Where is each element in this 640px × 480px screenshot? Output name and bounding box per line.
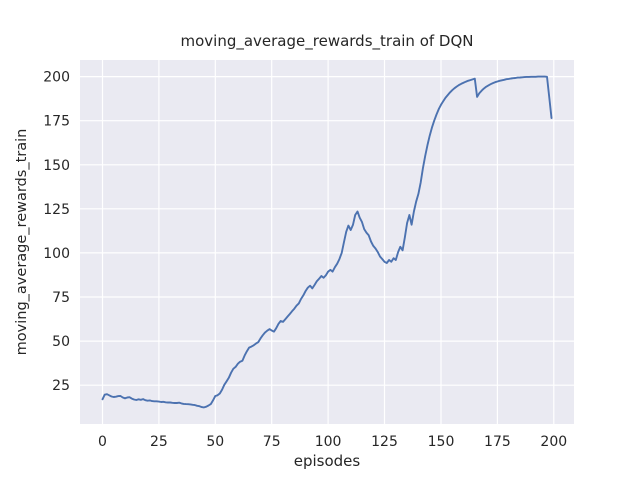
y-tick-label: 75: [52, 290, 70, 306]
y-tick-label: 175: [43, 114, 70, 130]
y-tick-label: 25: [52, 378, 70, 394]
y-tick-label: 100: [43, 246, 70, 262]
y-gridlines: [80, 75, 574, 386]
x-tick-labels: 0 25 50 75 100 125 150 175 200: [98, 434, 567, 450]
y-tick-labels: 25 50 75 100 125 150 175 200: [43, 70, 70, 395]
x-tick-label: 0: [98, 434, 107, 450]
x-axis-label: episodes: [294, 452, 361, 470]
plot-area: [80, 60, 574, 424]
x-tick-label: 125: [371, 434, 398, 450]
x-tick-label: 200: [540, 434, 567, 450]
x-tick-label: 50: [206, 434, 224, 450]
x-tick-label: 150: [428, 434, 455, 450]
chart-title: moving_average_rewards_train of DQN: [180, 32, 473, 51]
y-tick-label: 200: [43, 70, 70, 86]
x-tick-label: 175: [484, 434, 511, 450]
x-tick-label: 75: [263, 434, 281, 450]
x-tick-label: 100: [315, 434, 342, 450]
y-tick-label: 125: [43, 202, 70, 218]
x-tick-label: 25: [150, 434, 168, 450]
y-tick-label: 150: [43, 158, 70, 174]
y-tick-label: 50: [52, 334, 70, 350]
y-axis-label: moving_average_rewards_train: [14, 129, 30, 356]
series-line-dqn: [101, 75, 553, 409]
